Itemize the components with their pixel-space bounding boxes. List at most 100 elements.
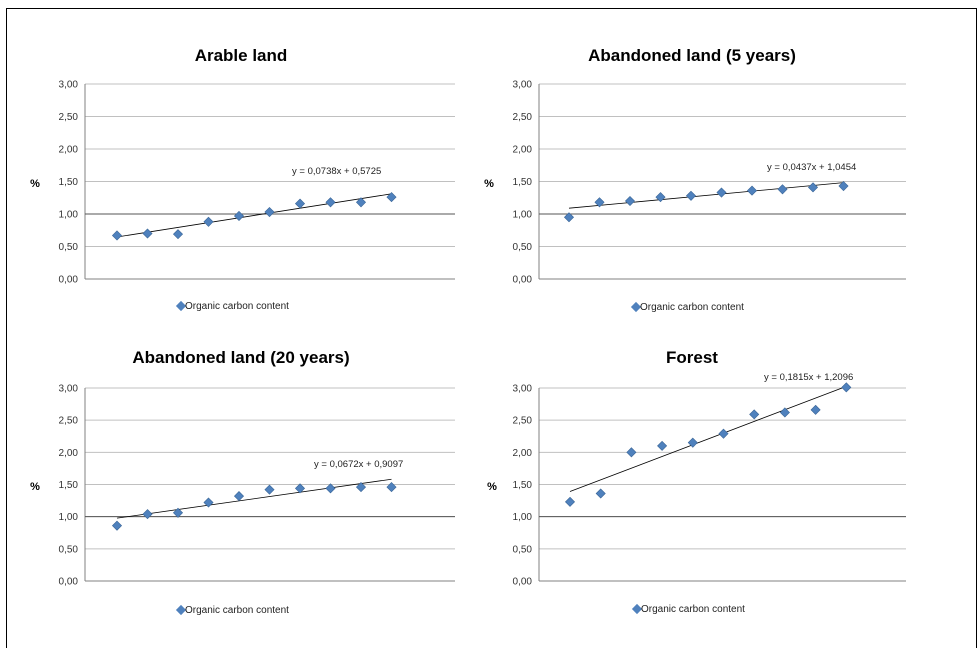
data-point [841, 382, 852, 393]
y-tick-label: 2,00 [59, 145, 79, 156]
data-point [386, 482, 397, 493]
trendline-equation: y = 0,1815x + 1,2096 [764, 372, 853, 383]
trendline [568, 182, 844, 209]
data-points [564, 382, 852, 507]
data-point [203, 216, 214, 227]
data-point [687, 437, 698, 448]
data-points [111, 192, 397, 241]
data-point [716, 187, 727, 198]
y-tick-label: 1,50 [513, 480, 533, 491]
y-tick-label: 1,00 [513, 210, 533, 221]
data-point [807, 182, 819, 193]
y-tick-label: 0,50 [59, 544, 79, 555]
data-point [777, 184, 788, 195]
data-point [386, 192, 397, 203]
legend-marker [175, 300, 187, 312]
data-point [563, 212, 575, 223]
data-point [294, 483, 306, 494]
gridlines [84, 387, 455, 582]
y-tick-label: 1,50 [59, 480, 79, 491]
data-points [563, 181, 849, 223]
y-tick-label: 3,00 [59, 80, 79, 91]
y-tick-label: 3,00 [513, 80, 533, 91]
data-point [111, 520, 123, 531]
chart-arable-land: Arable land % 0,00 0,50 1,00 1,50 2,00 2,50 3,… [30, 46, 455, 312]
data-point [172, 229, 184, 240]
y-ticks: 0,00 0,50 1,00 1,50 2,00 2,50 3,00 [513, 384, 533, 588]
y-ticks: 0,00 0,50 1,00 1,50 2,00 2,50 3,00 [513, 80, 533, 286]
y-axis-label: % [484, 178, 494, 190]
data-points [111, 482, 397, 531]
data-point [142, 509, 153, 520]
legend: Organic carbon content [631, 603, 745, 615]
data-point [624, 195, 636, 207]
data-point [355, 482, 367, 493]
y-tick-label: 1,50 [59, 177, 79, 188]
data-point [233, 491, 245, 502]
data-point [264, 484, 275, 495]
y-ticks: 0,00 0,50 1,00 1,50 2,00 2,50 3,00 [59, 80, 79, 286]
data-point [111, 230, 123, 241]
chart-title: Abandoned land (5 years) [588, 46, 796, 65]
legend-label: Organic carbon content [640, 302, 744, 313]
trendline-equation: y = 0,0672x + 0,9097 [314, 459, 403, 470]
legend: Organic carbon content [175, 300, 289, 312]
chart-title: Arable land [195, 46, 288, 65]
data-point [564, 496, 576, 507]
data-point [749, 409, 760, 420]
data-point [657, 440, 668, 451]
data-point [355, 197, 367, 208]
data-point [655, 192, 666, 203]
data-point [325, 197, 336, 208]
legend-marker [631, 603, 643, 615]
data-point [294, 198, 306, 209]
y-tick-label: 0,50 [513, 544, 533, 555]
trendline-equation: y = 0,0437x + 1,0454 [767, 162, 856, 173]
y-tick-label: 2,50 [59, 112, 79, 123]
y-tick-label: 1,00 [513, 512, 533, 523]
data-point [746, 185, 758, 196]
figure: Arable land % 0,00 0,50 1,00 1,50 2,00 2,50 3,… [30, 46, 906, 616]
y-tick-label: 0,50 [59, 242, 79, 253]
y-axis-label: % [30, 178, 40, 190]
trendline [116, 193, 392, 238]
chart-forest: Forest % 0,00 0,50 1,00 1,50 2,00 2,50 3,00 y … [487, 348, 906, 615]
data-point [233, 210, 245, 221]
trendline-equation: y = 0,0738x + 0,5725 [292, 166, 381, 177]
data-point [810, 404, 821, 415]
y-tick-label: 3,00 [59, 384, 79, 395]
data-point [594, 197, 605, 208]
chart-abandoned-land-20-years: Abandoned land (20 years) % 0,00 0,50 1,00… [30, 348, 455, 616]
y-tick-label: 2,00 [59, 448, 79, 459]
trendline [569, 386, 847, 492]
y-tick-label: 2,50 [513, 112, 533, 123]
chart-title: Forest [666, 348, 718, 367]
y-tick-label: 2,00 [513, 448, 533, 459]
y-tick-label: 0,00 [513, 275, 533, 286]
y-tick-label: 2,50 [513, 416, 533, 427]
data-point [838, 181, 849, 192]
y-tick-label: 1,50 [513, 177, 533, 188]
y-axis-label: % [487, 481, 497, 493]
y-axis-label: % [30, 481, 40, 493]
data-point [626, 447, 637, 458]
data-point [203, 497, 214, 508]
y-tick-label: 3,00 [513, 384, 533, 395]
chart-title: Abandoned land (20 years) [132, 348, 349, 367]
y-ticks: 0,00 0,50 1,00 1,50 2,00 2,50 3,00 [59, 384, 79, 588]
legend-label: Organic carbon content [185, 605, 289, 616]
y-tick-label: 2,50 [59, 416, 79, 427]
y-tick-label: 1,00 [59, 210, 79, 221]
data-point [264, 207, 275, 218]
y-tick-label: 1,00 [59, 512, 79, 523]
gridlines [84, 83, 455, 280]
gridlines [538, 83, 906, 280]
data-point [172, 507, 184, 518]
legend: Organic carbon content [175, 604, 289, 616]
chart-abandoned-land-5-years: Abandoned land (5 years) % 0,00 0,50 1,00 1… [484, 46, 906, 313]
y-tick-label: 0,50 [513, 242, 533, 253]
y-tick-label: 2,00 [513, 145, 533, 156]
legend: Organic carbon content [630, 301, 744, 313]
legend-label: Organic carbon content [641, 604, 745, 615]
data-point [595, 488, 606, 499]
